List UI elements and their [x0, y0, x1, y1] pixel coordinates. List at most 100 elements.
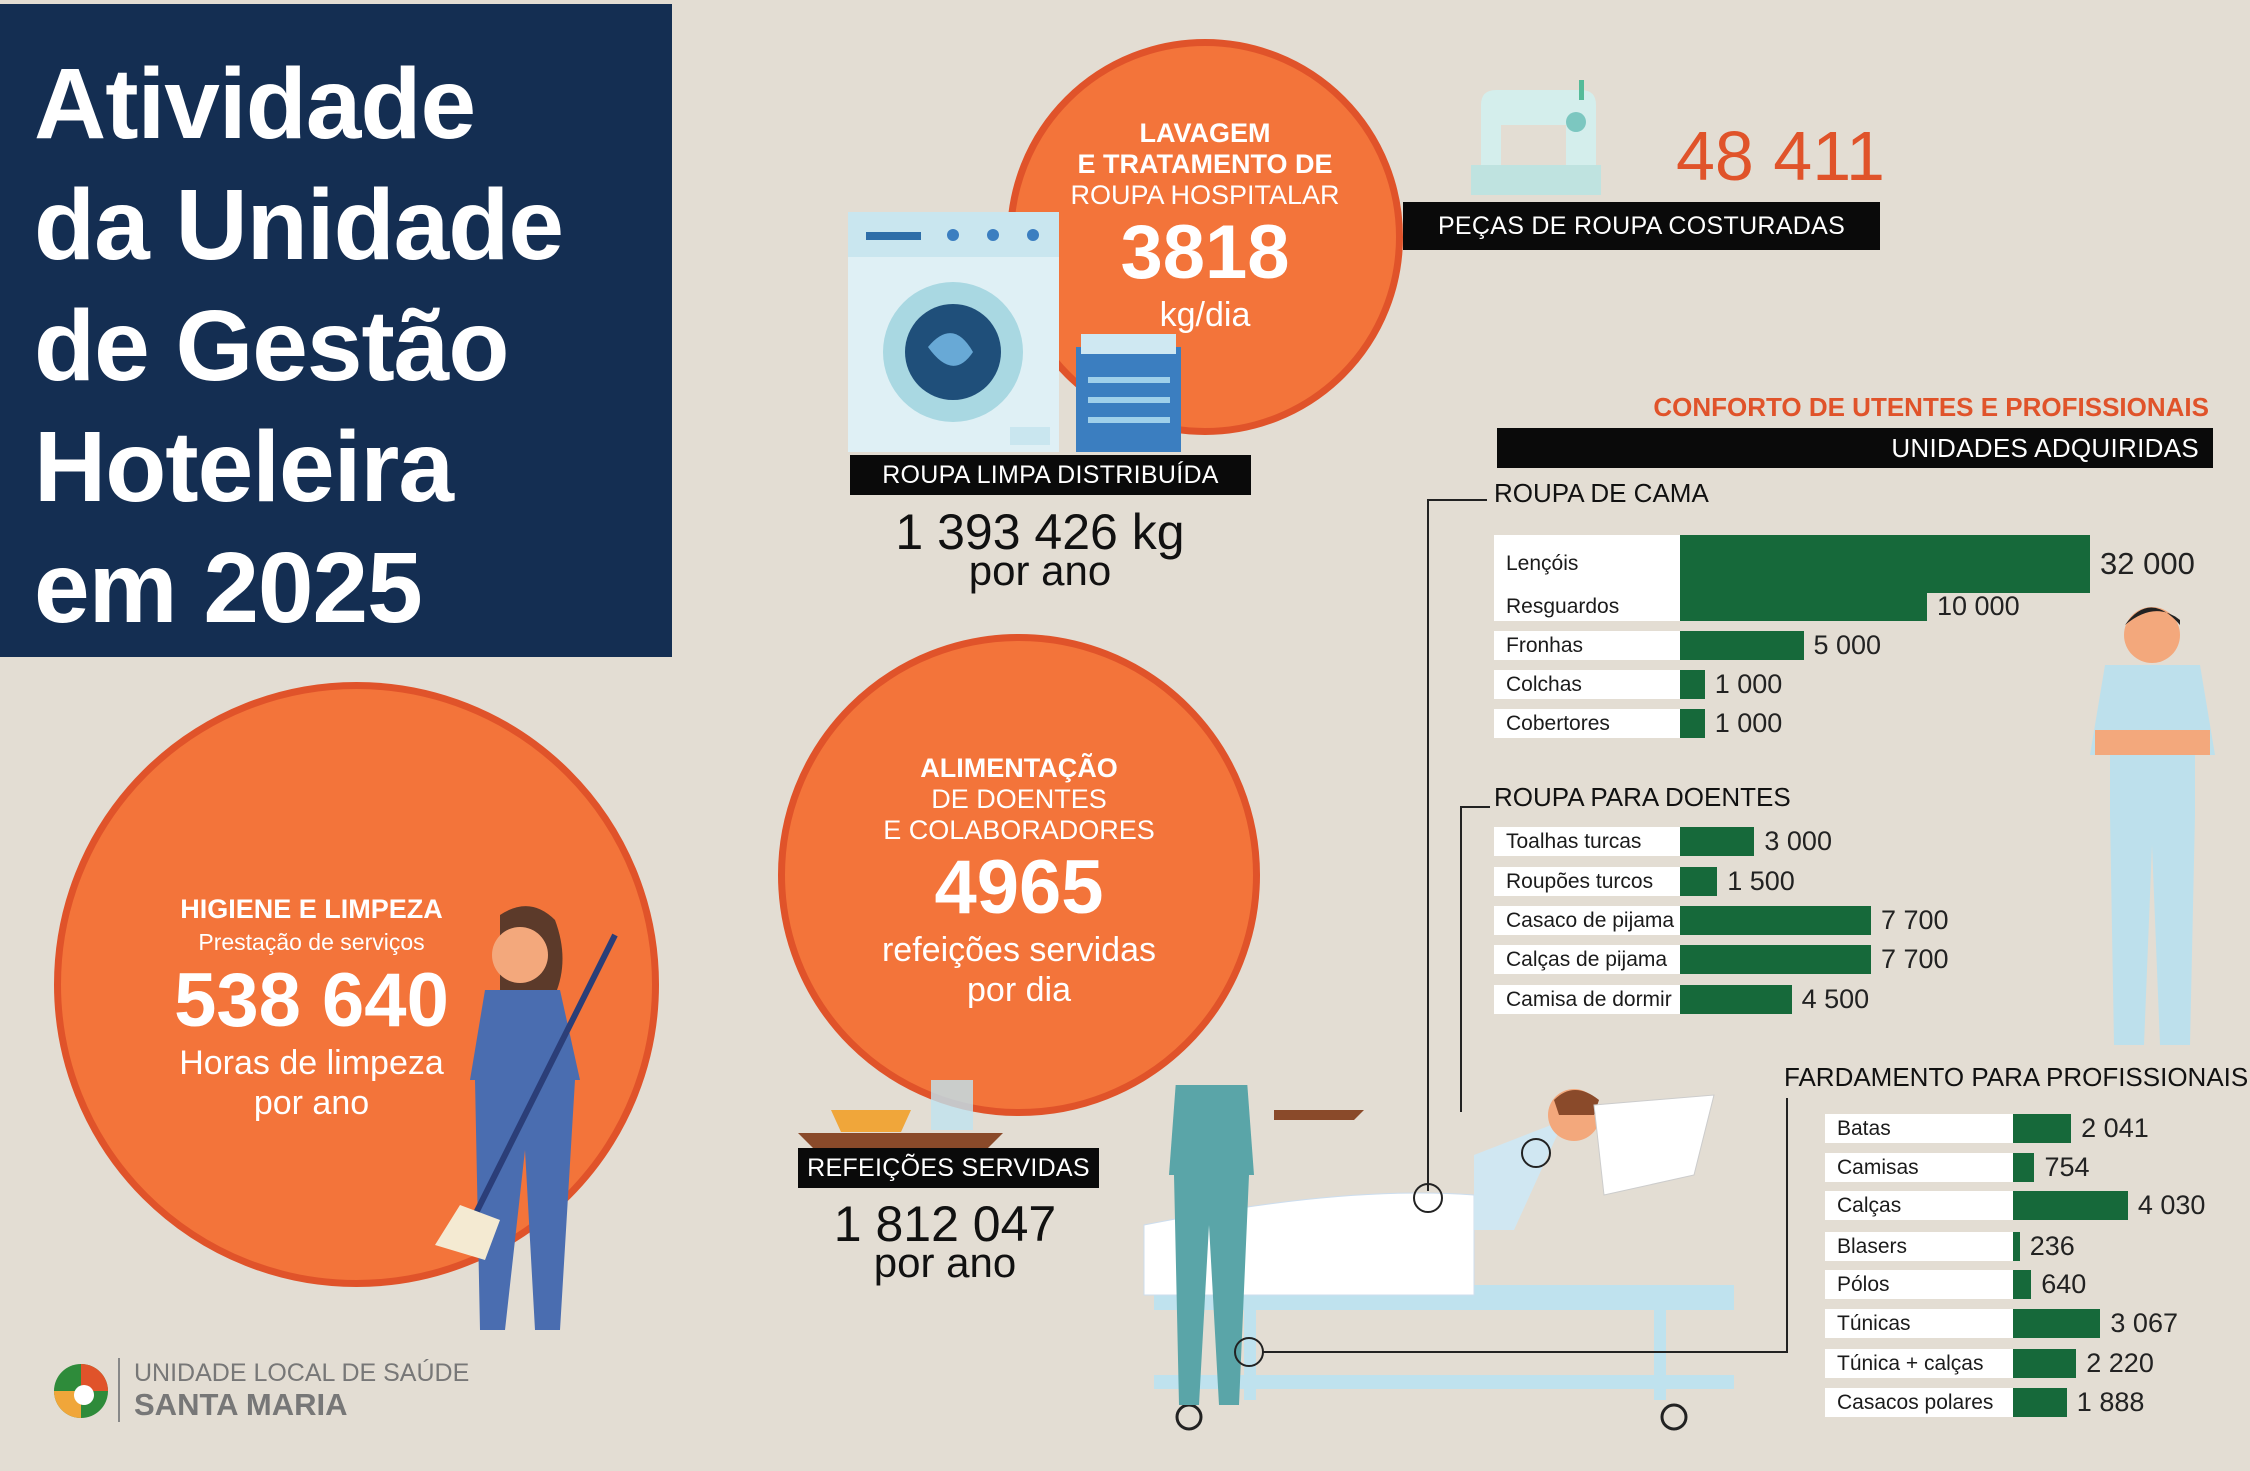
bar-label: Resguardos [1494, 592, 1680, 621]
comfort-title: CONFORTO DE UTENTES E PROFISSIONAIS [1653, 392, 2209, 422]
bar-value-label: 2 220 [2086, 1348, 2154, 1378]
bar [1680, 535, 2090, 593]
bar-value-label: 1 000 [1714, 708, 1783, 738]
hospital-logo-icon [54, 1364, 108, 1418]
nurse-figure [1169, 1085, 1364, 1405]
bar-row: Resguardos 10 000 [1494, 591, 2020, 621]
cleaning-subheading: Prestação de serviços [198, 929, 425, 955]
title-line: em 2025 [34, 532, 423, 644]
clean-laundry-annual: 1 393 426 kg por ano [860, 504, 1220, 594]
bar-row: Calças de pijama 7 700 [1494, 944, 1949, 974]
laundry-heading: LAVAGEM [1139, 118, 1271, 148]
bar-label: Camisa de dormir [1494, 985, 1680, 1014]
patient-bed-illustration [1143, 1085, 1734, 1431]
bar-value-label: 640 [2041, 1269, 2087, 1299]
connector-line [1460, 806, 1490, 808]
bar-row: Roupões turcos 1 500 [1494, 866, 1795, 896]
cleaning-line: Horas de limpeza [179, 1044, 444, 1082]
bar [2013, 1153, 2035, 1182]
bar-label: Lençóis [1494, 535, 1680, 593]
bar [1680, 670, 1705, 699]
meal-tray-icon [798, 1080, 1003, 1148]
meals-served-label: REFEIÇÕES SERVIDAS [798, 1148, 1099, 1188]
title-line: Hoteleira [34, 411, 454, 523]
bar-row: Camisas 754 [1825, 1152, 2090, 1182]
bar-label: Calças de pijama [1494, 945, 1680, 974]
meals-annual-unit: por ano [873, 1239, 1017, 1286]
bar-label: Casaco de pijama [1494, 906, 1680, 935]
cleaner-illustration [435, 906, 618, 1330]
title-line: da Unidade [34, 169, 564, 281]
bar-row: Camisa de dormir 4 500 [1494, 984, 1870, 1014]
bar-value-label: 5 000 [1813, 630, 1882, 660]
food-line: refeições servidas [881, 931, 1156, 969]
connector-line [1262, 1351, 1788, 1353]
bar-value-label: 754 [2044, 1152, 2090, 1182]
food-heading: E COLABORADORES [883, 815, 1155, 845]
cleaning-line: por ano [253, 1084, 370, 1122]
title-box: Atividade da Unidade de Gestão Hoteleira… [0, 4, 672, 657]
connector-dot [1234, 1337, 1264, 1367]
cleaning-heading: HIGIENE E LIMPEZA [180, 894, 443, 924]
connector-line [1460, 806, 1462, 1112]
clean-laundry-annual-value: 1 393 426 kg [895, 504, 1185, 560]
bar-label: Camisas [1825, 1153, 2013, 1182]
professional-illustration [2090, 607, 2215, 1045]
laundry-value: 3818 [1120, 210, 1290, 295]
bar-label: Cobertores [1494, 709, 1680, 738]
bar [1680, 709, 1705, 738]
bar-value-label: 4 500 [1801, 984, 1870, 1014]
sewn-pieces-value: 48 411 [1676, 117, 1885, 195]
bar [2013, 1114, 2072, 1143]
bar [1680, 906, 1871, 935]
bar [2013, 1388, 2067, 1417]
connector-line [1427, 499, 1487, 501]
bar-row: Pólos 640 [1825, 1269, 2087, 1299]
bar-row: Calças 4 030 [1825, 1190, 2205, 1220]
food-line: por dia [967, 971, 1071, 1009]
bar-value-label: 32 000 [2100, 546, 2195, 581]
bar-value-label: 236 [2029, 1231, 2075, 1261]
bar [1680, 827, 1755, 856]
bar-label: Calças [1825, 1191, 2013, 1220]
comfort-subtitle: UNIDADES ADQUIRIDAS [1497, 428, 2213, 468]
bar-label: Blasers [1825, 1232, 2013, 1261]
bar-label: Colchas [1494, 670, 1680, 699]
bar-row: Fronhas 5 000 [1494, 630, 1882, 660]
bar-row: Casacos polares 1 888 [1825, 1387, 2145, 1417]
laundry-heading: E TRATAMENTO DE [1077, 149, 1333, 179]
laundry-unit: kg/dia [1159, 296, 1251, 334]
title-line: de Gestão [34, 290, 510, 402]
bar-value-label: 3 000 [1764, 826, 1832, 856]
meals-annual: 1 812 047 por ano [770, 1199, 1120, 1286]
bar [1680, 631, 1804, 660]
bar-label: Casacos polares [1825, 1388, 2013, 1417]
bar [2013, 1191, 2128, 1220]
bar-value-label: 1 888 [2076, 1387, 2145, 1417]
bar [2013, 1232, 2020, 1261]
bar-value-label: 2 041 [2081, 1113, 2149, 1143]
laundry-heading: ROUPA HOSPITALAR [1070, 180, 1340, 210]
bar-row: Colchas 1 000 [1494, 669, 1783, 699]
bar-value-label: 1 500 [1727, 866, 1795, 896]
title-line: Atividade [34, 48, 476, 160]
bar-label: Pólos [1825, 1270, 2013, 1299]
clean-laundry-annual-unit: por ano [968, 547, 1112, 594]
bar-value-label: 3 067 [2110, 1308, 2178, 1338]
bar-label: Túnicas [1825, 1309, 2013, 1338]
bar [2013, 1349, 2077, 1378]
bar-value-label: 1 000 [1714, 669, 1783, 699]
hospital-logo-text: UNIDADE LOCAL DE SAÚDE SANTA MARIA [118, 1358, 469, 1422]
washing-machine-icon [848, 212, 1181, 452]
bar-label: Túnica + calças [1825, 1349, 2013, 1378]
connector-dot [1413, 1183, 1443, 1213]
connector-line [1786, 1098, 1788, 1352]
bar-label: Toalhas turcas [1494, 827, 1680, 856]
bar [1680, 985, 1792, 1014]
bar-row: Batas 2 041 [1825, 1113, 2149, 1143]
clean-laundry-label: ROUPA LIMPA DISTRIBUÍDA [850, 455, 1251, 495]
food-heading: DE DOENTES [931, 784, 1107, 814]
bar-label: Fronhas [1494, 631, 1680, 660]
food-heading: ALIMENTAÇÃO [920, 753, 1118, 783]
bar-label: Batas [1825, 1114, 2013, 1143]
